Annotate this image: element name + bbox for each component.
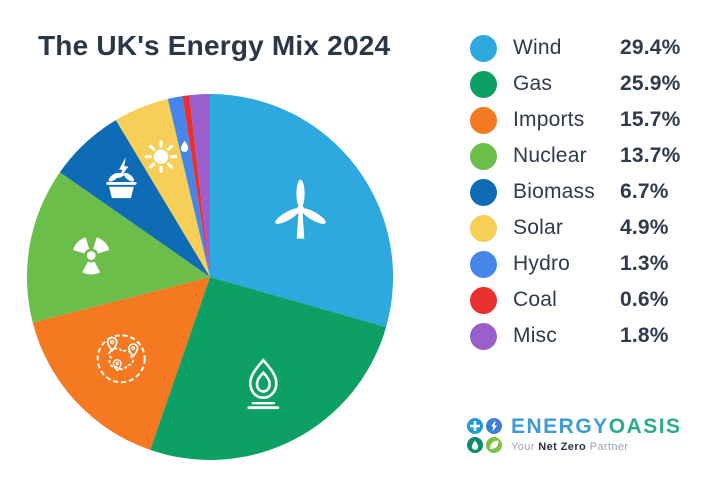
legend-row-solar: Solar 4.9% bbox=[470, 210, 681, 246]
logo-tile-leaf-icon bbox=[486, 437, 502, 453]
legend-swatch-biomass bbox=[470, 178, 497, 206]
legend-row-gas: Gas 25.9% bbox=[470, 66, 681, 102]
brand-energy: ENERGY bbox=[511, 415, 609, 438]
pie-slice-biomass bbox=[59, 120, 211, 277]
legend-row-nuclear: Nuclear 13.7% bbox=[470, 138, 681, 174]
wind-turbine-icon bbox=[275, 179, 326, 239]
legend-value: 6.7% bbox=[620, 180, 669, 203]
logo-tile-lightning-icon bbox=[486, 418, 502, 434]
legend-row-hydro: Hydro 1.3% bbox=[470, 246, 681, 282]
legend-value: 4.9% bbox=[620, 216, 669, 239]
tagline-emphasis: Net Zero bbox=[538, 441, 587, 454]
legend-label: Biomass bbox=[513, 180, 595, 203]
globe-imports-icon bbox=[96, 334, 146, 384]
legend-row-coal: Coal 0.6% bbox=[470, 282, 681, 318]
legend-value: 0.6% bbox=[620, 288, 669, 311]
legend-value: 13.7% bbox=[620, 144, 681, 167]
legend: Wind 29.4% Gas 25.9% Imports 15.7% Nucle… bbox=[470, 30, 681, 354]
brand-name: ENERGYOASIS bbox=[511, 415, 682, 438]
legend-value: 25.9% bbox=[620, 72, 681, 95]
radiation-icon bbox=[73, 237, 110, 275]
legend-value: 1.8% bbox=[620, 324, 669, 347]
biomass-plant-icon bbox=[106, 157, 137, 199]
chart-title: The UK's Energy Mix 2024 bbox=[38, 30, 391, 61]
legend-label: Nuclear bbox=[513, 144, 587, 167]
legend-swatch-solar bbox=[470, 214, 497, 242]
pie-slice-solar bbox=[115, 98, 210, 278]
tagline-suffix: Partner bbox=[589, 441, 629, 454]
legend-swatch-wind bbox=[470, 34, 497, 62]
legend-row-imports: Imports 15.7% bbox=[470, 102, 681, 138]
pie-slice-hydro bbox=[167, 96, 210, 277]
legend-value: 1.3% bbox=[620, 252, 669, 275]
legend-label: Imports bbox=[513, 108, 585, 131]
pie-slice-misc bbox=[189, 94, 210, 277]
logo-tile-water-drop-icon bbox=[467, 437, 483, 453]
legend-swatch-misc bbox=[470, 322, 497, 350]
legend-value: 29.4% bbox=[620, 36, 681, 59]
logo-tile-plus-icon bbox=[467, 418, 483, 434]
legend-label: Misc bbox=[513, 324, 557, 347]
water-drop-icon bbox=[180, 140, 189, 152]
pie-slice-coal bbox=[182, 95, 210, 277]
legend-label: Gas bbox=[513, 72, 553, 95]
pie-chart bbox=[26, 93, 394, 460]
sun-icon bbox=[144, 140, 178, 173]
logo-tiles bbox=[467, 418, 502, 453]
logo-text: ENERGYOASIS Your Net Zero Partner bbox=[511, 415, 682, 453]
brand-oasis: OASIS bbox=[608, 415, 682, 438]
legend-swatch-nuclear bbox=[470, 142, 497, 170]
tagline-prefix: Your bbox=[511, 441, 535, 454]
legend-swatch-hydro bbox=[470, 250, 497, 278]
gas-flame-icon bbox=[247, 358, 280, 410]
pie-slice-gas bbox=[150, 277, 387, 460]
legend-row-misc: Misc 1.8% bbox=[470, 318, 681, 354]
pie-slice-nuclear bbox=[26, 172, 211, 323]
legend-swatch-imports bbox=[470, 106, 497, 134]
legend-label: Hydro bbox=[513, 252, 571, 275]
legend-label: Coal bbox=[513, 288, 557, 311]
legend-label: Wind bbox=[513, 36, 562, 59]
legend-swatch-coal bbox=[470, 286, 497, 314]
legend-swatch-gas bbox=[470, 70, 497, 98]
legend-value: 15.7% bbox=[620, 108, 681, 131]
brand-logo: ENERGYOASIS Your Net Zero Partner bbox=[467, 415, 682, 453]
legend-label: Solar bbox=[513, 216, 564, 239]
legend-row-biomass: Biomass 6.7% bbox=[470, 174, 681, 210]
brand-tagline: Your Net Zero Partner bbox=[511, 441, 682, 453]
legend-row-wind: Wind 29.4% bbox=[470, 30, 681, 66]
